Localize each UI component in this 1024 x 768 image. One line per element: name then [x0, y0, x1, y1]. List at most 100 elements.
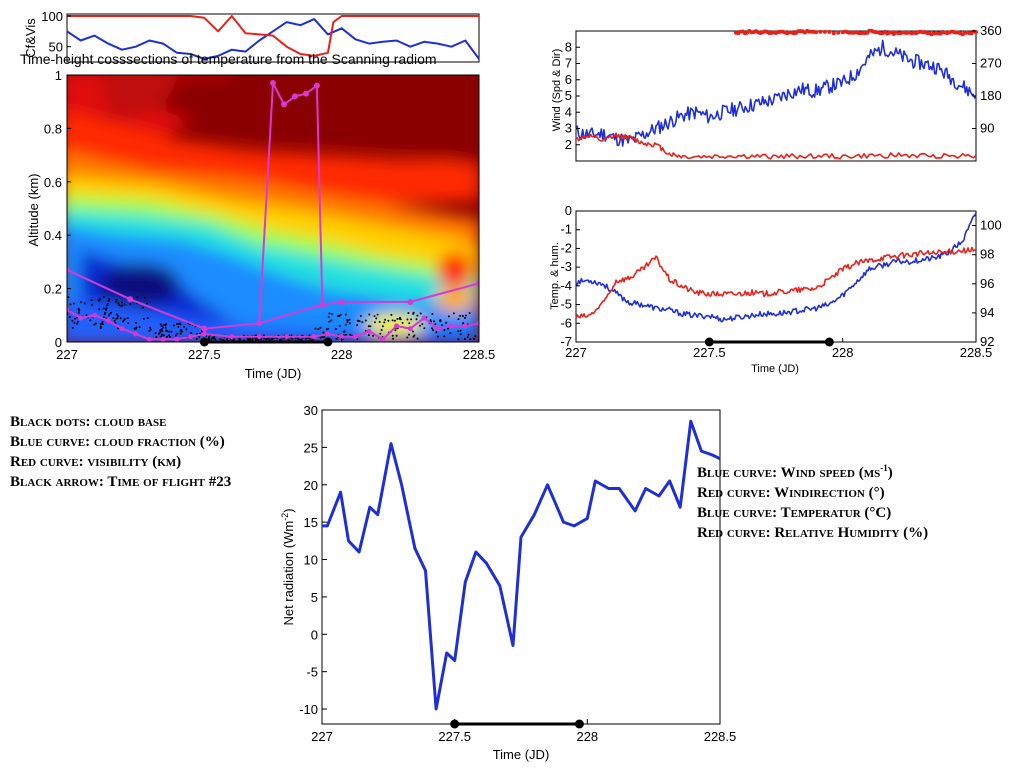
- cloud-base-dot: [447, 327, 449, 330]
- cloud-base-dot: [159, 329, 162, 332]
- cloud-base-dot: [311, 338, 314, 341]
- cloud-base-dot: [149, 328, 152, 331]
- legend-left-item: Blue curve: cloud fraction (%): [10, 434, 225, 450]
- cloud-base-dot: [183, 325, 186, 328]
- cloud-base-dot: [387, 319, 390, 322]
- cloud-base-dot: [76, 320, 79, 323]
- cloud-base-dot: [419, 312, 422, 315]
- cloud-base-dot: [146, 302, 148, 305]
- cloud-base-dot: [179, 329, 182, 331]
- cloud-base-dot: [434, 323, 437, 326]
- netrad-frame: [321, 409, 721, 725]
- temphum-plot-area: [575, 212, 977, 323]
- cloud-base-dot: [447, 315, 450, 318]
- tick-label: -7: [560, 334, 572, 349]
- tick-label: 0: [311, 627, 318, 642]
- magenta-low-point: [91, 312, 97, 318]
- tick-label: 227: [311, 729, 333, 744]
- cloud-base-dot: [473, 337, 475, 340]
- cloud-base-dot: [115, 300, 118, 303]
- tick-label: 0.8: [44, 121, 62, 136]
- cloud-base-dot: [461, 315, 464, 317]
- red-line: [575, 246, 977, 319]
- magenta-low-point: [462, 323, 468, 329]
- cloud-base-dot: [141, 306, 144, 309]
- cloud-base-dot: [361, 321, 364, 324]
- flight-dot: [824, 337, 834, 347]
- cloud-base-dot: [123, 303, 126, 306]
- blue-line: [322, 419, 721, 711]
- cloud-base-dot: [165, 329, 168, 332]
- magenta-low-point: [366, 328, 372, 334]
- cloud-base-dot: [105, 307, 108, 310]
- cloud-base-dot: [119, 317, 122, 320]
- cloud-base-dot: [457, 330, 460, 333]
- red-scatter-point: [836, 30, 841, 35]
- magenta-overlays: [67, 80, 479, 342]
- magenta-low-point: [449, 323, 455, 329]
- cloud-base-dot: [162, 323, 165, 326]
- tick-label: 25: [304, 440, 318, 455]
- cloud-base-dot: [129, 302, 132, 305]
- magenta-low-point: [256, 334, 262, 340]
- cloud-base-dot: [328, 320, 331, 323]
- cloud-base-dot: [219, 338, 222, 341]
- tick-label: -10: [299, 702, 318, 717]
- cloud-base-dot: [108, 313, 111, 316]
- cloud-base-dot: [412, 330, 414, 333]
- cloud-base-dot: [210, 337, 213, 340]
- cloud-base-dot: [170, 330, 173, 333]
- cloud-base-dot: [102, 295, 105, 298]
- cloud-base-dot: [368, 313, 371, 316]
- tick-label: -3: [560, 259, 572, 274]
- cloud-base-dot: [464, 317, 466, 319]
- cloud-base-dot: [330, 319, 333, 322]
- tick-label: 228.5: [960, 345, 993, 360]
- cloud-base-dot: [83, 302, 86, 305]
- netrad-plot-area: [322, 419, 721, 711]
- magenta-low-point: [407, 326, 413, 332]
- cloud-base-dot: [107, 299, 110, 302]
- cloud-base-dot: [99, 327, 102, 329]
- cloud-base-dot: [172, 324, 175, 327]
- cloud-base-dot: [280, 338, 283, 341]
- cloud-base-dot: [105, 308, 107, 311]
- cloud-base-dot: [376, 313, 379, 316]
- blue-line: [575, 39, 977, 147]
- cloud-base-dot: [416, 337, 419, 340]
- cloud-base-dot: [335, 338, 338, 341]
- cloud-base-dot: [73, 317, 76, 320]
- cloud-base-dot: [432, 329, 434, 332]
- cloud-base-dot: [398, 317, 401, 320]
- cloud-base-dot: [364, 329, 367, 332]
- cloud-base-dot: [89, 319, 92, 322]
- tick-label: 270: [980, 56, 1002, 71]
- netrad-panel: -10 -5 0 5 10 15 20 25 30 227 227.5 228 228.5 Time (…: [280, 403, 736, 762]
- cloud-base-dot: [327, 316, 330, 319]
- cloud-base-dot: [160, 325, 163, 327]
- magenta-spike-point: [302, 90, 309, 97]
- cloud-base-dot: [346, 319, 349, 321]
- cloud-base-dot: [93, 323, 96, 326]
- cloud-base-dot: [381, 325, 384, 328]
- cloud-base-dot: [373, 321, 376, 324]
- cloud-base-dot: [98, 298, 101, 300]
- cloud-base-dot: [121, 301, 123, 304]
- cloud-base-dot: [348, 322, 351, 325]
- red-scatter-point: [827, 29, 832, 34]
- cloud-base-dot: [138, 326, 141, 328]
- netrad-xlabel: Time (JD): [493, 747, 550, 762]
- tick-label: 0.4: [44, 228, 62, 243]
- cloud-base-dot: [208, 335, 211, 338]
- cloud-base-dot: [102, 307, 105, 310]
- magenta-low-point: [174, 336, 180, 342]
- tick-label: -6: [560, 315, 572, 330]
- cloud-base-dot: [101, 320, 104, 323]
- blue-line: [575, 212, 977, 323]
- cloud-base-dot: [90, 299, 93, 302]
- cloud-base-dot: [117, 302, 120, 305]
- cloud-base-dot: [165, 323, 168, 326]
- cloud-base-dot: [339, 313, 342, 316]
